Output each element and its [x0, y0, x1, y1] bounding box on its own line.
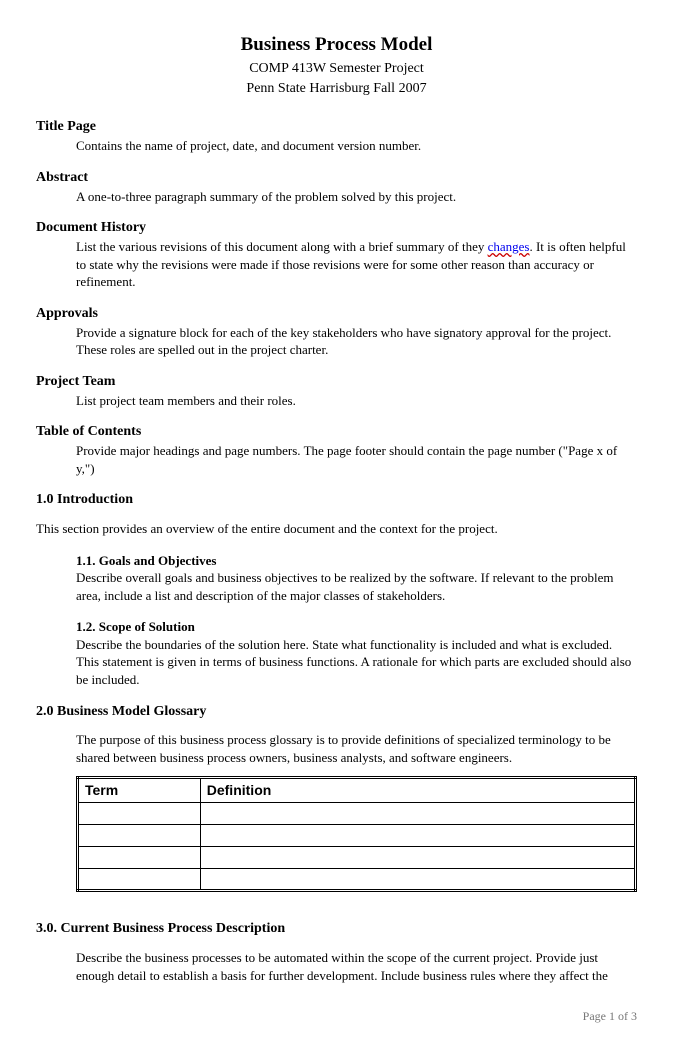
glossary-block: The purpose of this business process glo… — [36, 731, 637, 892]
body-title-page: Contains the name of project, date, and … — [36, 137, 637, 155]
table-cell — [200, 869, 635, 891]
section-project-team: Project Team List project team members a… — [36, 373, 637, 409]
body-toc: Provide major headings and page numbers.… — [36, 442, 637, 477]
table-cell — [78, 803, 201, 825]
table-row — [78, 803, 636, 825]
subbody-goals: Describe overall goals and business obje… — [76, 569, 637, 604]
table-row — [78, 825, 636, 847]
subbody-scope: Describe the boundaries of the solution … — [76, 636, 637, 689]
subsection-scope: 1.2. Scope of Solution Describe the boun… — [36, 618, 637, 688]
current-process-block: Describe the business processes to be au… — [36, 949, 637, 984]
table-header-row: Term Definition — [78, 778, 636, 803]
col-header-term: Term — [78, 778, 201, 803]
heading-project-team: Project Team — [36, 373, 637, 392]
section-approvals: Approvals Provide a signature block for … — [36, 305, 637, 359]
subheading-goals: 1.1. Goals and Objectives — [76, 552, 637, 570]
document-org: Penn State Harrisburg Fall 2007 — [36, 80, 637, 99]
subheading-scope: 1.2. Scope of Solution — [76, 618, 637, 636]
table-cell — [78, 825, 201, 847]
section-abstract: Abstract A one-to-three paragraph summar… — [36, 169, 637, 205]
table-cell — [78, 869, 201, 891]
section-title-page: Title Page Contains the name of project,… — [36, 118, 637, 154]
document-subtitle: COMP 413W Semester Project — [36, 60, 637, 79]
subsection-goals: 1.1. Goals and Objectives Describe overa… — [36, 552, 637, 605]
heading-abstract: Abstract — [36, 169, 637, 188]
table-row — [78, 869, 636, 891]
body-document-history: List the various revisions of this docum… — [36, 238, 637, 291]
introduction-text: This section provides an overview of the… — [36, 520, 637, 538]
section-document-history: Document History List the various revisi… — [36, 219, 637, 291]
page-footer: Page 1 of 3 — [36, 1008, 637, 1024]
heading-toc: Table of Contents — [36, 423, 637, 442]
heading-document-history: Document History — [36, 219, 637, 238]
doc-history-pre: List the various revisions of this docum… — [76, 239, 488, 254]
body-current-process: Describe the business processes to be au… — [76, 949, 637, 984]
section-toc: Table of Contents Provide major headings… — [36, 423, 637, 477]
table-cell — [200, 847, 635, 869]
heading-introduction: 1.0 Introduction — [36, 491, 637, 510]
table-cell — [200, 803, 635, 825]
heading-glossary: 2.0 Business Model Glossary — [36, 703, 637, 722]
body-project-team: List project team members and their role… — [36, 392, 637, 410]
heading-approvals: Approvals — [36, 305, 637, 324]
heading-title-page: Title Page — [36, 118, 637, 137]
glossary-table: Term Definition — [76, 776, 637, 892]
document-title: Business Process Model — [36, 32, 637, 58]
table-cell — [78, 847, 201, 869]
spell-error-word: changes — [488, 239, 530, 254]
body-approvals: Provide a signature block for each of th… — [36, 324, 637, 359]
glossary-intro: The purpose of this business process glo… — [76, 731, 637, 766]
table-row — [78, 847, 636, 869]
body-abstract: A one-to-three paragraph summary of the … — [36, 188, 637, 206]
document-header: Business Process Model COMP 413W Semeste… — [36, 32, 637, 98]
table-cell — [200, 825, 635, 847]
col-header-definition: Definition — [200, 778, 635, 803]
heading-current-process: 3.0. Current Business Process Descriptio… — [36, 920, 637, 939]
